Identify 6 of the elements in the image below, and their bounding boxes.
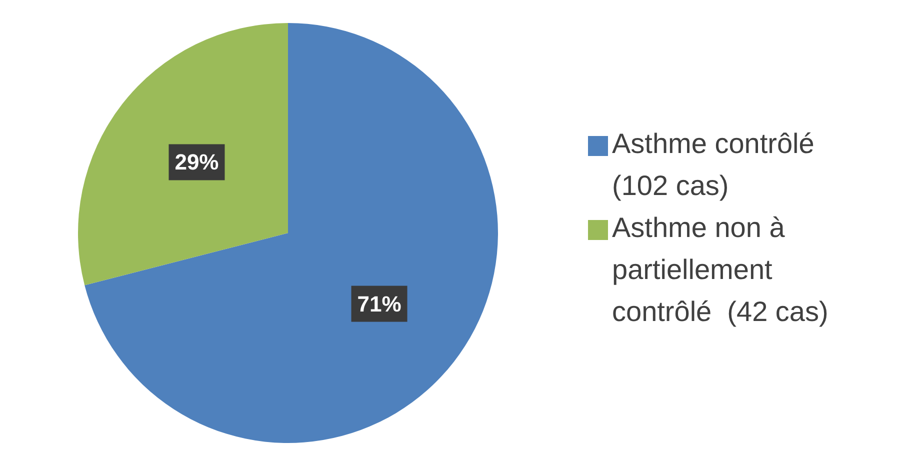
- pie-slice: [84, 23, 498, 443]
- data-label: 29%: [174, 150, 219, 175]
- legend-label: Asthme contrôlé (102 cas): [612, 127, 816, 203]
- legend-label: Asthme non à partiellement contrôlé (42 cas): [612, 211, 830, 329]
- pie-slice: [78, 23, 288, 286]
- data-label: 71%: [357, 291, 402, 316]
